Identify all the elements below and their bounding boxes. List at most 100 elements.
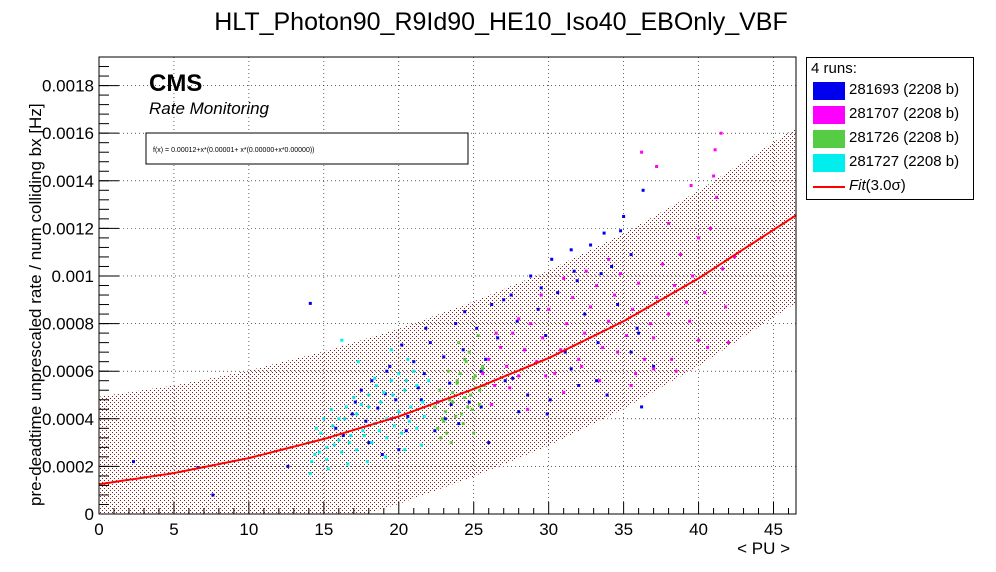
data-point-series-1	[685, 300, 689, 304]
data-point-series-1	[679, 253, 683, 257]
data-point-series-1	[697, 236, 701, 240]
data-point-series-0	[502, 298, 506, 302]
data-point-series-3	[326, 467, 330, 471]
data-point-series-2	[449, 441, 453, 445]
data-point-series-3	[319, 431, 323, 435]
data-point-series-1	[553, 372, 557, 376]
data-point-series-0	[424, 326, 428, 330]
data-point-series-2	[451, 391, 455, 395]
data-point-series-0	[388, 364, 392, 368]
data-point-series-0	[132, 460, 135, 464]
data-point-series-0	[548, 398, 552, 402]
legend-header: 4 runs:	[811, 60, 857, 77]
data-point-series-0	[572, 269, 576, 273]
data-point-series-3	[382, 391, 386, 395]
data-point-series-3	[337, 417, 341, 421]
data-point-series-0	[419, 398, 423, 402]
data-point-series-3	[391, 393, 395, 397]
x-tick-label: 40	[689, 520, 708, 539]
data-point-series-2	[469, 393, 473, 397]
data-point-series-1	[584, 269, 588, 273]
data-point-series-1	[616, 350, 620, 354]
y-tick-label: 0.0006	[42, 362, 94, 381]
data-point-series-0	[616, 303, 620, 306]
data-point-series-3	[367, 393, 371, 397]
data-point-series-0	[641, 188, 645, 192]
data-point-series-2	[463, 357, 467, 361]
data-point-series-1	[689, 184, 693, 187]
data-point-series-2	[464, 360, 468, 364]
data-point-series-3	[359, 403, 363, 406]
data-point-series-2	[442, 419, 446, 423]
data-point-series-0	[353, 400, 357, 404]
x-tick-label: 20	[389, 520, 408, 539]
data-point-series-0	[652, 364, 656, 368]
data-point-series-1	[634, 372, 638, 376]
data-point-series-1	[505, 364, 509, 368]
data-point-series-0	[380, 453, 384, 456]
data-point-series-3	[362, 434, 366, 437]
x-tick-label: 35	[614, 520, 633, 539]
data-point-series-3	[397, 410, 401, 414]
legend-swatch	[813, 106, 845, 124]
data-point-series-0	[529, 274, 533, 278]
data-point-series-0	[509, 293, 513, 297]
data-point-series-0	[449, 403, 453, 406]
data-point-series-2	[451, 400, 455, 404]
data-point-series-3	[343, 417, 347, 421]
data-point-series-1	[494, 331, 498, 335]
data-point-series-0	[334, 426, 338, 430]
data-point-series-1	[517, 317, 521, 321]
data-point-series-0	[484, 357, 488, 361]
data-point-series-1	[544, 374, 548, 378]
data-point-series-0	[545, 412, 549, 416]
data-point-series-0	[416, 386, 420, 390]
data-point-series-1	[595, 284, 599, 287]
data-point-series-0	[605, 393, 609, 397]
data-point-series-2	[466, 405, 470, 409]
data-point-series-1	[526, 407, 530, 411]
data-point-series-1	[562, 391, 566, 395]
data-point-series-3	[337, 438, 341, 442]
data-point-series-3	[377, 429, 381, 433]
data-point-series-1	[539, 293, 543, 297]
y-tick-label: 0.0004	[42, 410, 94, 429]
data-point-series-0	[640, 405, 644, 409]
data-point-series-0	[350, 412, 354, 416]
data-point-series-0	[370, 379, 374, 383]
data-point-series-0	[550, 257, 554, 261]
data-point-series-2	[470, 407, 474, 411]
data-point-series-1	[490, 403, 494, 406]
data-point-series-0	[454, 322, 458, 326]
data-point-series-0	[577, 384, 581, 387]
data-point-series-3	[406, 357, 410, 361]
data-point-series-3	[427, 379, 431, 383]
data-point-series-1	[499, 345, 503, 349]
data-point-series-0	[595, 379, 599, 383]
data-point-series-0	[602, 231, 606, 235]
data-point-series-3	[356, 360, 360, 364]
data-point-series-3	[385, 417, 389, 421]
data-point-series-2	[439, 436, 443, 440]
data-point-series-1	[631, 307, 635, 311]
data-point-series-2	[457, 341, 461, 345]
data-point-series-2	[455, 381, 459, 385]
data-point-series-1	[541, 336, 545, 340]
data-point-series-1	[619, 272, 623, 276]
data-point-series-0	[442, 355, 446, 359]
data-point-series-0	[563, 350, 567, 354]
data-point-series-1	[562, 276, 566, 280]
data-point-series-0	[400, 343, 404, 347]
data-point-series-1	[721, 267, 725, 271]
legend-label: 281693 (2208 b)	[849, 81, 960, 98]
x-tick-label: 30	[539, 520, 558, 539]
fit-band	[99, 127, 796, 514]
data-point-series-2	[478, 403, 482, 406]
data-point-series-1	[655, 295, 659, 299]
y-tick-label: 0.001	[51, 267, 94, 286]
data-point-series-0	[376, 406, 380, 410]
data-point-series-3	[415, 384, 419, 387]
data-point-series-0	[589, 243, 593, 247]
data-point-series-0	[341, 434, 345, 437]
